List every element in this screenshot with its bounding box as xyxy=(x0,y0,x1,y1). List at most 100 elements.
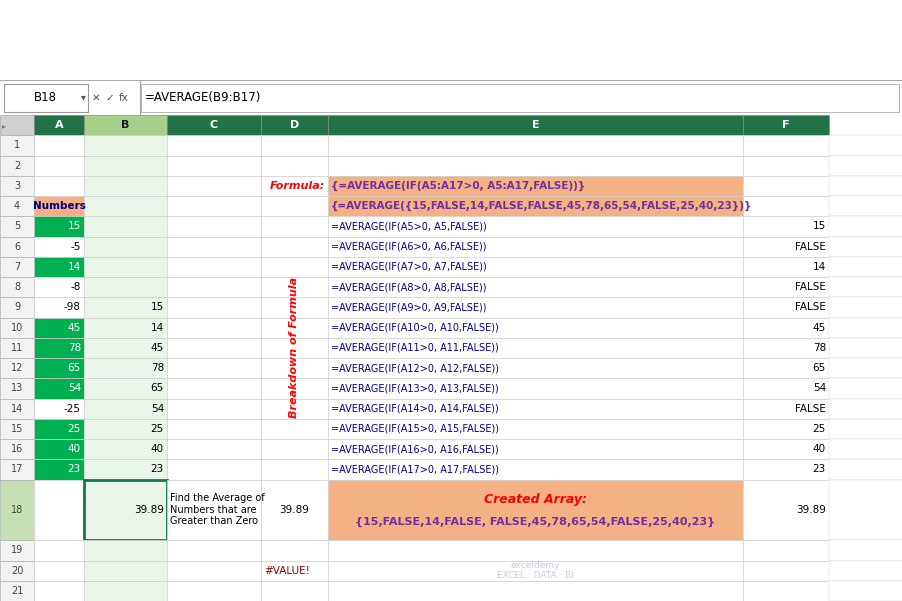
Bar xyxy=(167,338,261,358)
Text: 45: 45 xyxy=(812,323,825,332)
Bar xyxy=(0,480,34,540)
Text: ▸: ▸ xyxy=(2,121,6,130)
Bar xyxy=(327,439,742,459)
Text: 4: 4 xyxy=(14,201,20,211)
Bar xyxy=(261,156,327,175)
Bar xyxy=(84,439,167,459)
Bar xyxy=(34,358,84,378)
Bar xyxy=(261,297,327,317)
Text: 16: 16 xyxy=(11,444,23,454)
Bar xyxy=(34,540,84,561)
Bar xyxy=(828,378,902,398)
Bar xyxy=(84,358,167,378)
Text: =AVERAGE(B9:B17): =AVERAGE(B9:B17) xyxy=(144,91,261,104)
Text: 40: 40 xyxy=(151,444,164,454)
Text: View: View xyxy=(449,51,477,64)
Text: =AVERAGE(IF(A17>0, A17,FALSE)): =AVERAGE(IF(A17>0, A17,FALSE)) xyxy=(331,465,499,474)
Bar xyxy=(828,297,902,317)
Text: =AVERAGE(IF(A13>0, A13,FALSE)): =AVERAGE(IF(A13>0, A13,FALSE)) xyxy=(331,383,498,394)
Bar xyxy=(261,257,327,277)
Bar xyxy=(261,561,327,581)
Bar xyxy=(261,540,327,561)
Bar xyxy=(34,175,84,196)
Bar xyxy=(261,237,327,257)
Bar xyxy=(742,216,828,237)
Bar xyxy=(828,358,902,378)
Bar xyxy=(167,135,261,156)
Text: =AVERAGE(IF(A8>0, A8,FALSE)): =AVERAGE(IF(A8>0, A8,FALSE)) xyxy=(331,282,486,292)
Bar xyxy=(327,581,742,601)
Text: =AVERAGE(IF(A5>0, A5,FALSE)): =AVERAGE(IF(A5>0, A5,FALSE)) xyxy=(331,221,486,231)
Bar xyxy=(34,115,84,135)
Bar xyxy=(261,480,327,540)
Text: 7: 7 xyxy=(14,262,20,272)
Bar xyxy=(84,297,167,317)
Bar xyxy=(742,257,828,277)
Text: Formula:: Formula: xyxy=(270,181,325,191)
Bar xyxy=(327,480,742,540)
Text: Created Array:: Created Array: xyxy=(483,493,586,506)
Bar xyxy=(828,439,902,459)
Bar xyxy=(828,480,902,540)
Bar xyxy=(167,156,261,175)
Text: Power Pivot: Power Pivot xyxy=(580,51,649,64)
Text: 78: 78 xyxy=(812,343,825,353)
Bar xyxy=(34,480,84,540)
Text: =AVERAGE(IF(A9>0, A9,FALSE)): =AVERAGE(IF(A9>0, A9,FALSE)) xyxy=(331,302,486,313)
Bar xyxy=(167,439,261,459)
Text: 15: 15 xyxy=(812,221,825,231)
Bar xyxy=(828,216,902,237)
Bar xyxy=(742,561,828,581)
Text: 25: 25 xyxy=(812,424,825,434)
Text: 18: 18 xyxy=(11,505,23,515)
Text: C: C xyxy=(209,120,217,130)
Text: 14: 14 xyxy=(812,262,825,272)
Bar xyxy=(0,175,34,196)
Bar xyxy=(261,317,327,338)
Bar xyxy=(167,115,261,135)
Bar xyxy=(167,480,261,540)
Bar xyxy=(828,581,902,601)
Text: 17: 17 xyxy=(11,465,23,474)
Bar xyxy=(34,135,84,156)
Bar xyxy=(34,237,84,257)
Text: ▇ ←→ ■ ■ ■ ▼: ▇ ←→ ■ ■ ■ ▼ xyxy=(12,15,80,24)
Bar xyxy=(84,257,167,277)
Bar xyxy=(0,459,34,480)
Bar xyxy=(167,540,261,561)
Text: 45: 45 xyxy=(68,323,81,332)
Text: 15: 15 xyxy=(68,221,81,231)
Text: 78: 78 xyxy=(68,343,81,353)
Text: 65: 65 xyxy=(68,363,81,373)
Bar xyxy=(828,338,902,358)
Bar xyxy=(742,277,828,297)
Text: 54: 54 xyxy=(812,383,825,394)
Bar xyxy=(34,561,84,581)
Bar xyxy=(34,156,84,175)
Bar xyxy=(261,135,327,156)
Text: 39.89: 39.89 xyxy=(796,505,825,515)
Bar xyxy=(167,459,261,480)
Bar xyxy=(84,459,167,480)
Bar xyxy=(261,216,327,237)
Text: 39.89: 39.89 xyxy=(134,505,164,515)
Text: 11: 11 xyxy=(11,343,23,353)
Text: E: E xyxy=(531,120,538,130)
Text: 14: 14 xyxy=(151,323,164,332)
Bar xyxy=(0,216,34,237)
Bar xyxy=(167,257,261,277)
Bar xyxy=(742,317,828,338)
Text: Breakdown of Formula: Breakdown of Formula xyxy=(290,277,299,418)
Bar xyxy=(0,561,34,581)
Text: =AVERAGE(IF(A15>0, A15,FALSE)): =AVERAGE(IF(A15>0, A15,FALSE)) xyxy=(331,424,499,434)
Bar xyxy=(742,358,828,378)
Bar xyxy=(84,540,167,561)
Bar xyxy=(742,237,828,257)
Text: Developer: Developer xyxy=(503,51,564,64)
Bar xyxy=(34,581,84,601)
Text: 14: 14 xyxy=(11,404,23,413)
Bar xyxy=(327,277,742,297)
Bar xyxy=(261,439,327,459)
Text: 9: 9 xyxy=(14,302,20,313)
Bar xyxy=(84,237,167,257)
